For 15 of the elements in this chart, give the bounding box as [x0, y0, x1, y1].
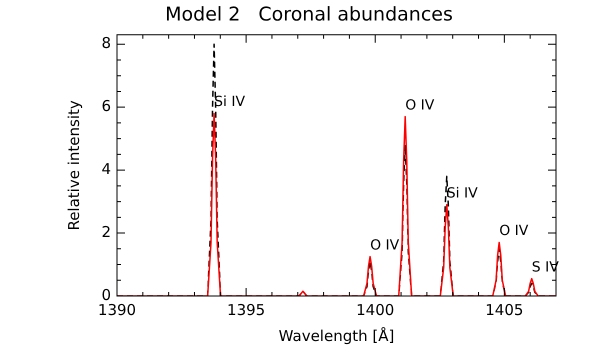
- y-axis-title: Relative intensity: [64, 100, 83, 231]
- y-tick-label: 2: [101, 222, 111, 241]
- annotation: O IV: [499, 223, 529, 240]
- y-tick-label: 4: [101, 160, 111, 178]
- x-tick-label: 1405: [485, 300, 524, 319]
- y-tick-label: 8: [101, 34, 111, 52]
- y-tick-label: 6: [101, 97, 111, 116]
- annotation: O IV: [370, 237, 400, 254]
- chart-title: Model 2 Coronal abundances: [165, 3, 453, 26]
- x-tick-label: 1395: [227, 300, 266, 319]
- annotation: O IV: [405, 97, 435, 114]
- annotation: Si IV: [446, 185, 478, 202]
- annotation: Si IV: [214, 94, 246, 110]
- x-tick-label: 1400: [356, 300, 394, 319]
- x-axis-title: Wavelength [Å]: [278, 326, 394, 345]
